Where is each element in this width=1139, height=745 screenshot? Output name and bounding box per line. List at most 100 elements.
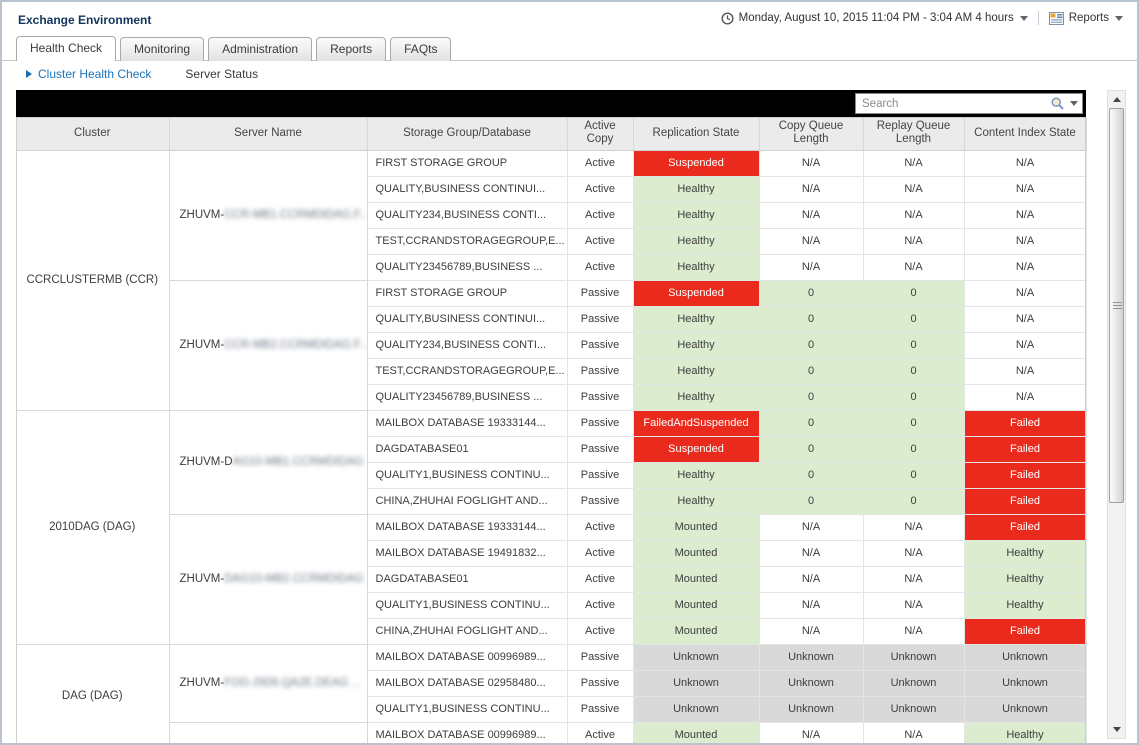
storage-group-cell: CHINA,ZHUHAI FOGLIGHT AND...: [367, 618, 568, 645]
vertical-scrollbar[interactable]: [1107, 90, 1126, 739]
table-row: QUALITY1,BUSINESS CONTINU... Passive Unkno…: [16, 696, 1087, 723]
breadcrumb-item-cluster-health-check[interactable]: Cluster Health Check: [38, 67, 152, 81]
column-header-cluster[interactable]: Cluster: [16, 117, 170, 151]
active-copy-cell: Passive: [567, 306, 634, 333]
content-index-cell: Unknown: [964, 670, 1087, 697]
replication-state-cell: Healthy: [633, 332, 760, 359]
storage-group-cell: DAGDATABASE01: [367, 566, 568, 593]
content-index-cell: Healthy: [964, 722, 1087, 743]
table-row: MAILBOX DATABASE 02958480... Passive Unkno…: [16, 670, 1087, 697]
table-row: QUALITY1,BUSINESS CONTINU... Active Mounte…: [16, 592, 1087, 619]
breadcrumb-item-server-status[interactable]: Server Status: [185, 67, 259, 81]
replication-state-cell: Unknown: [633, 644, 760, 671]
scroll-up-button[interactable]: [1108, 92, 1125, 107]
storage-group-cell: TEST,CCRANDSTORAGEGROUP,E...: [367, 228, 568, 255]
server-name-visible: ZHUVM-: [179, 209, 225, 221]
replication-state-cell: Healthy: [633, 228, 760, 255]
magnifier-icon[interactable]: [1050, 96, 1065, 111]
replication-state-cell: Mounted: [633, 592, 760, 619]
tab-reports[interactable]: Reports: [316, 37, 387, 61]
active-copy-cell: Passive: [567, 670, 634, 697]
scroll-down-button[interactable]: [1108, 722, 1125, 737]
search-options-caret[interactable]: [1070, 101, 1078, 106]
replication-state-cell: Mounted: [633, 722, 760, 743]
storage-group-cell: DAGDATABASE01: [367, 436, 568, 463]
replication-state-cell: Healthy: [633, 384, 760, 411]
time-range-label[interactable]: Monday, August 10, 2015 11:04 PM - 3:04 …: [738, 12, 1014, 24]
content-index-cell: Failed: [964, 618, 1087, 645]
header-controls: Monday, August 10, 2015 11:04 PM - 3:04 …: [721, 11, 1123, 25]
copy-queue-cell: N/A: [759, 540, 864, 567]
replication-state-cell: Unknown: [633, 670, 760, 697]
table-row: TEST,CCRANDSTORAGEGROUP,E... Active Health…: [16, 228, 1087, 255]
server-name-cell: ZHUVM-DAG10-MB1.CCRMDIDAG ..: [169, 410, 368, 515]
scroll-down-icon: [1112, 727, 1121, 732]
storage-group-cell: MAILBOX DATABASE 02958480...: [367, 670, 568, 697]
active-copy-cell: Active: [567, 228, 634, 255]
replay-queue-cell: N/A: [863, 176, 965, 203]
reports-dropdown-caret[interactable]: [1115, 15, 1123, 21]
replication-state-cell: Suspended: [633, 150, 760, 177]
replay-queue-cell: 0: [863, 488, 965, 515]
content-index-cell: N/A: [964, 280, 1087, 307]
tab-administration[interactable]: Administration: [208, 37, 313, 61]
time-range-dropdown-caret[interactable]: [1019, 15, 1028, 21]
storage-group-cell: MAILBOX DATABASE 00996989...: [367, 644, 568, 671]
active-copy-cell: Active: [567, 566, 634, 593]
content-index-cell: Unknown: [964, 696, 1087, 723]
storage-group-cell: QUALITY1,BUSINESS CONTINU...: [367, 592, 568, 619]
server-name-visible: ZHUVM-D: [179, 456, 233, 468]
storage-group-cell: FIRST STORAGE GROUP: [367, 280, 568, 307]
storage-group-cell: QUALITY,BUSINESS CONTINUI...: [367, 306, 568, 333]
table-row: DAGDATABASE01 Passive Suspended 0 0 Failed: [16, 436, 1087, 463]
replay-queue-cell: N/A: [863, 254, 965, 281]
replication-state-cell: Healthy: [633, 462, 760, 489]
clock-icon: [721, 11, 734, 25]
table-row: ZHUVM-DAG10-MB2.CCRMDIDAG .. MAILBOX DATA…: [16, 514, 1087, 645]
column-header-copy-queue-length[interactable]: Copy Queue Length: [759, 117, 864, 151]
replay-queue-cell: Unknown: [863, 696, 965, 723]
copy-queue-cell: Unknown: [759, 696, 864, 723]
active-copy-cell: Passive: [567, 644, 634, 671]
tab-faqts[interactable]: FAQts: [390, 37, 452, 61]
server-name-cell: ZHUVM-DAG10-MB2.CCRMDIDAG ..: [169, 514, 368, 645]
copy-queue-cell: N/A: [759, 202, 864, 229]
cluster-name-cell: CCRCLUSTERMB (CCR): [16, 150, 170, 411]
search-input[interactable]: [856, 97, 1050, 110]
active-copy-cell: Passive: [567, 384, 634, 411]
content-index-cell: N/A: [964, 332, 1087, 359]
column-header-replication-state[interactable]: Replication State: [633, 117, 760, 151]
replay-queue-cell: 0: [863, 306, 965, 333]
content-index-cell: N/A: [964, 150, 1087, 177]
table-row: QUALITY234,BUSINESS CONTI... Active Health…: [16, 202, 1087, 229]
column-header-active-copy[interactable]: Active Copy: [567, 117, 634, 151]
tab-health-check[interactable]: Health Check: [16, 36, 117, 61]
column-header-server-name[interactable]: Server Name: [169, 117, 368, 151]
column-header-content-index-state[interactable]: Content Index State: [964, 117, 1087, 151]
server-name-cell: [169, 722, 368, 743]
column-header-storage-group-database[interactable]: Storage Group/Database: [367, 117, 568, 151]
table-row: 2010DAG (DAG) ZHUVM-DAG10-MB1.CCRMDIDAG .…: [16, 410, 1087, 645]
copy-queue-cell: Unknown: [759, 644, 864, 671]
content-index-cell: Healthy: [964, 540, 1087, 567]
replay-queue-cell: N/A: [863, 592, 965, 619]
active-copy-cell: Passive: [567, 358, 634, 385]
content-index-cell: N/A: [964, 202, 1087, 229]
tab-monitoring[interactable]: Monitoring: [120, 37, 205, 61]
content-index-cell: Failed: [964, 436, 1087, 463]
server-name-visible: ZHUVM-: [179, 677, 225, 689]
table-row: QUALITY23456789,BUSINESS ... Passive Healt…: [16, 384, 1087, 411]
scrollbar-thumb[interactable]: [1109, 108, 1124, 503]
content-index-cell: Failed: [964, 462, 1087, 489]
tab-strip: Health Check Monitoring Administration Repo…: [2, 36, 1137, 61]
server-name-redacted: FOG-2926.QA2E.DEAG ...: [224, 677, 361, 689]
column-header-replay-queue-length[interactable]: Replay Queue Length: [863, 117, 965, 151]
reports-menu-label[interactable]: Reports: [1068, 12, 1109, 24]
replay-queue-cell: 0: [863, 358, 965, 385]
replay-queue-cell: N/A: [863, 722, 965, 743]
server-name-redacted: CCR-MB1.CCRMDIDAG.F...: [224, 209, 367, 221]
reports-icon: [1048, 11, 1064, 25]
content-index-cell: Failed: [964, 514, 1087, 541]
replication-state-cell: Healthy: [633, 176, 760, 203]
